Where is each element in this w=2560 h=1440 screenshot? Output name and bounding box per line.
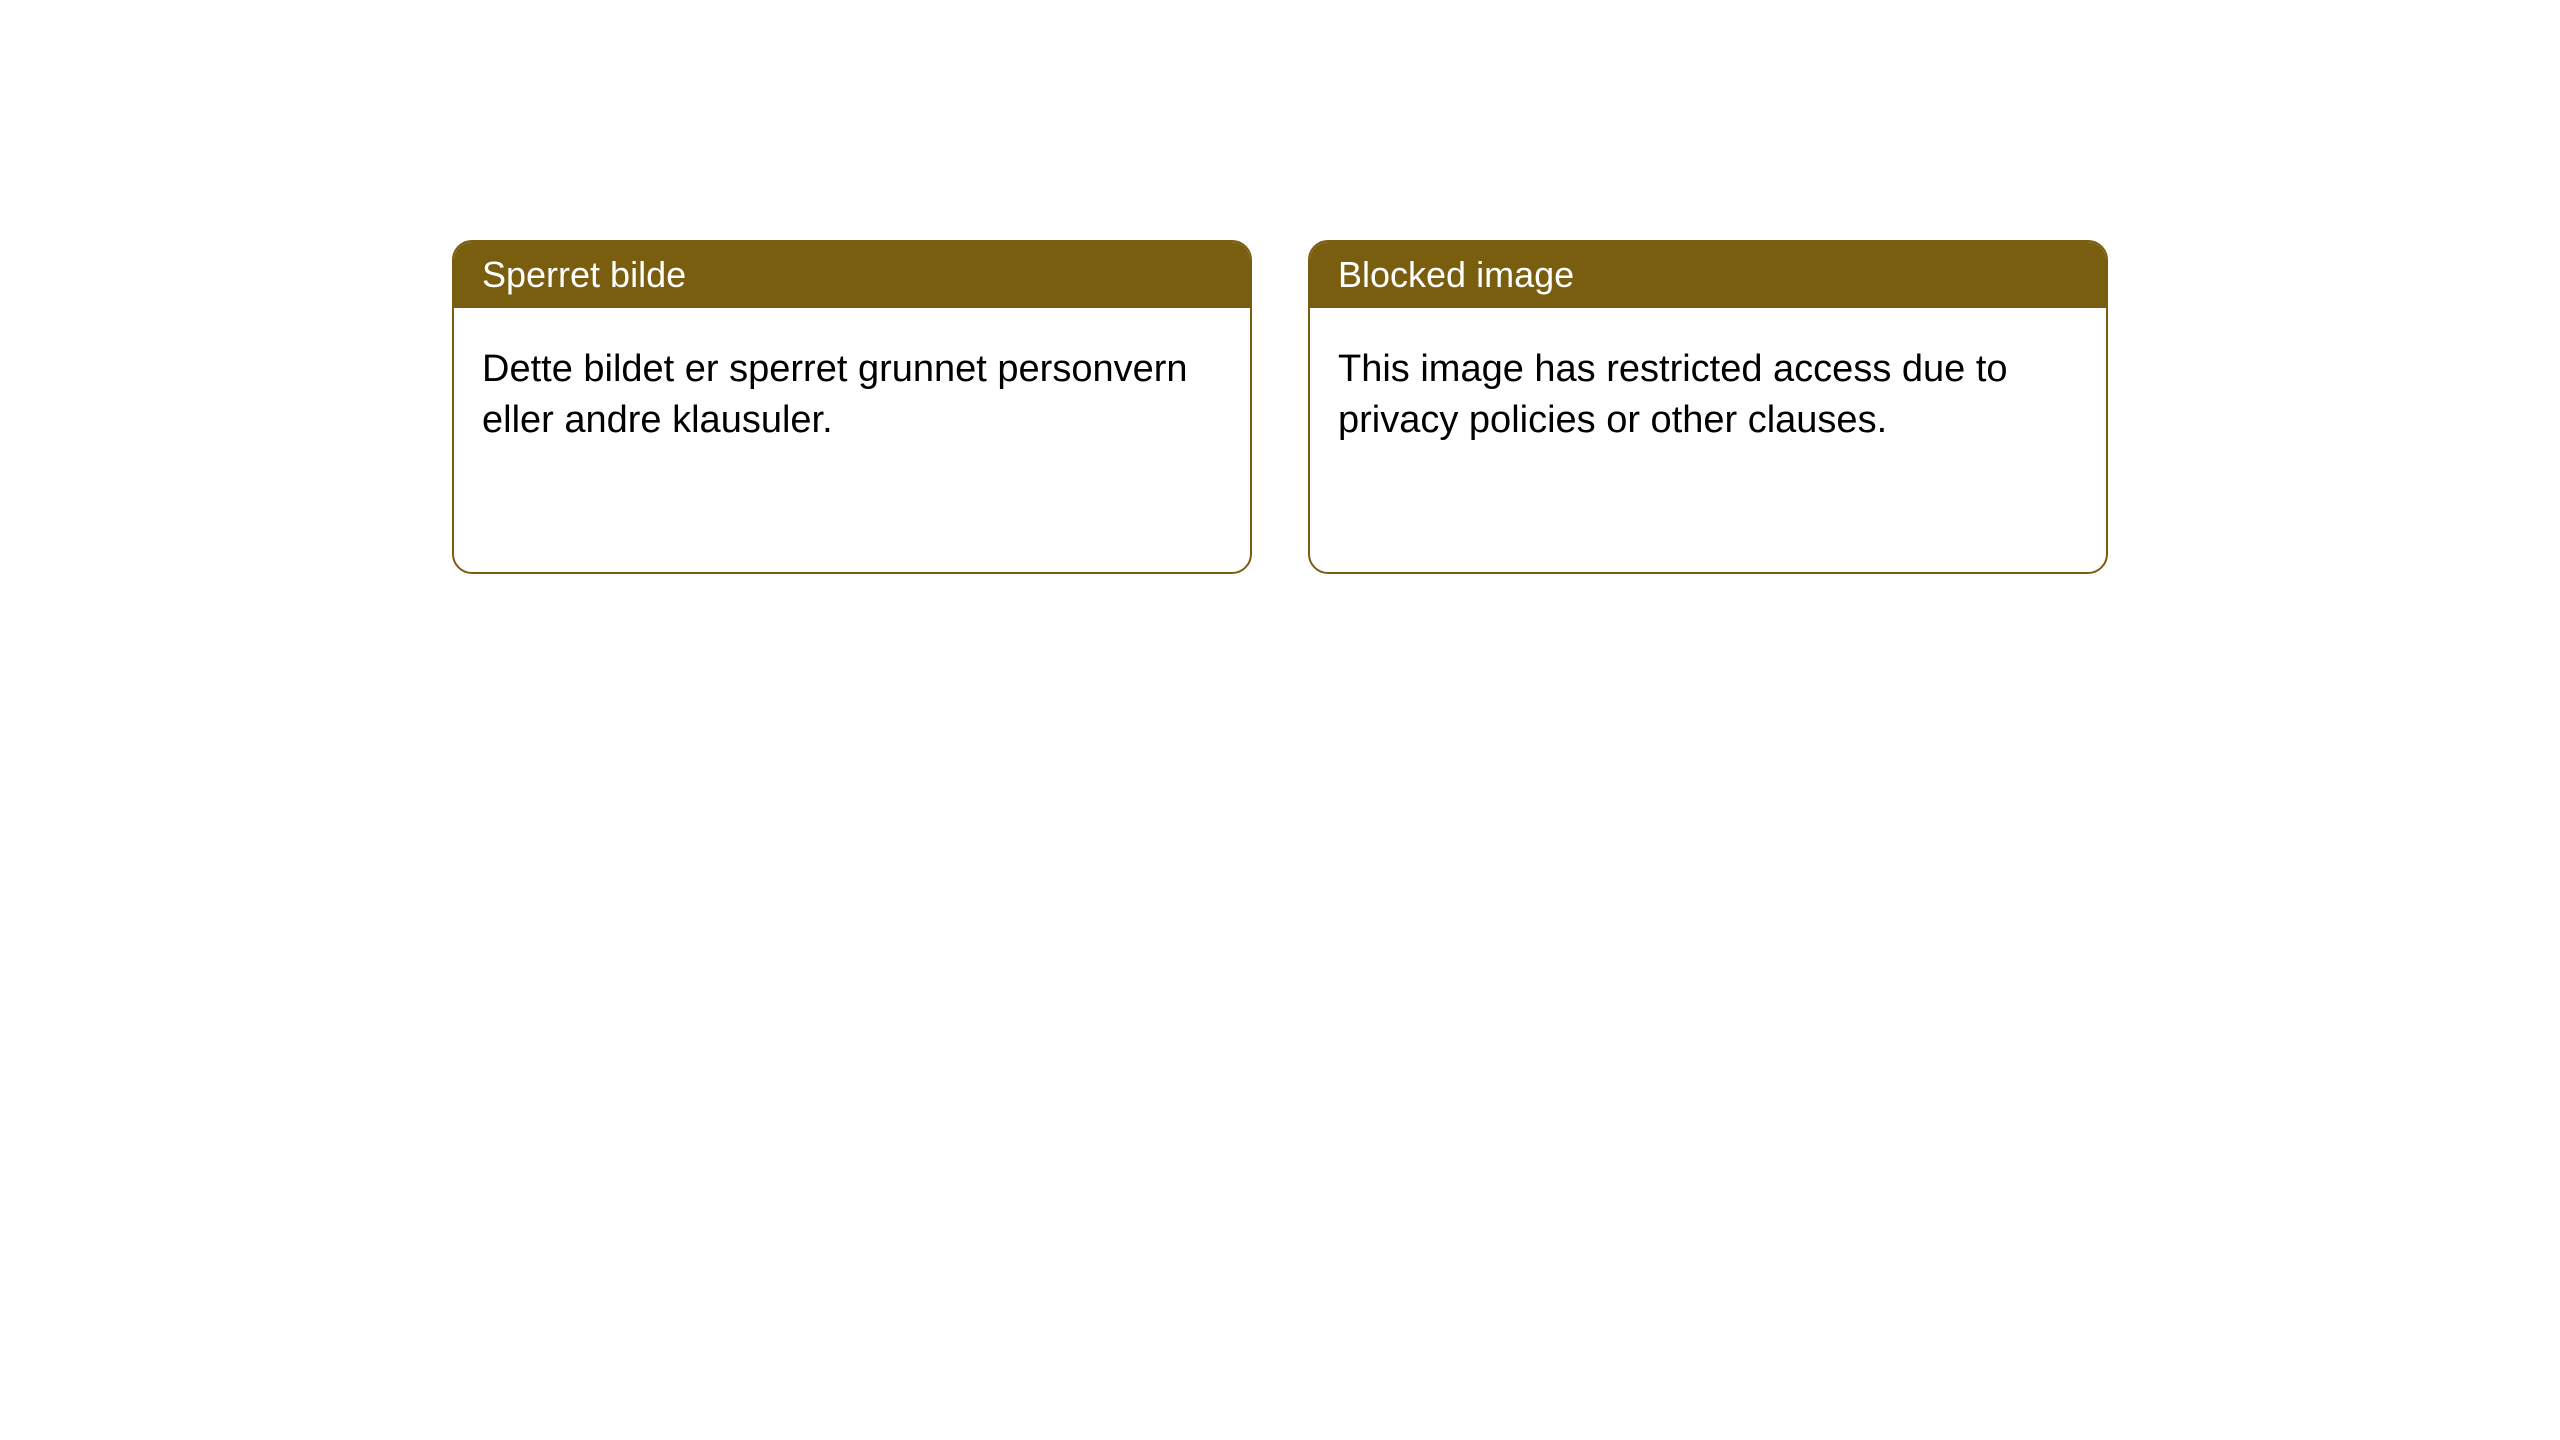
- card-body: This image has restricted access due to …: [1310, 308, 2106, 483]
- card-message: Dette bildet er sperret grunnet personve…: [482, 348, 1188, 441]
- notice-container: Sperret bilde Dette bildet er sperret gr…: [0, 0, 2560, 574]
- notice-card-norwegian: Sperret bilde Dette bildet er sperret gr…: [452, 240, 1252, 574]
- card-message: This image has restricted access due to …: [1338, 348, 2008, 441]
- card-header: Sperret bilde: [454, 242, 1250, 308]
- card-title: Blocked image: [1338, 254, 1574, 295]
- card-title: Sperret bilde: [482, 254, 686, 295]
- notice-card-english: Blocked image This image has restricted …: [1308, 240, 2108, 574]
- card-body: Dette bildet er sperret grunnet personve…: [454, 308, 1250, 483]
- card-header: Blocked image: [1310, 242, 2106, 308]
